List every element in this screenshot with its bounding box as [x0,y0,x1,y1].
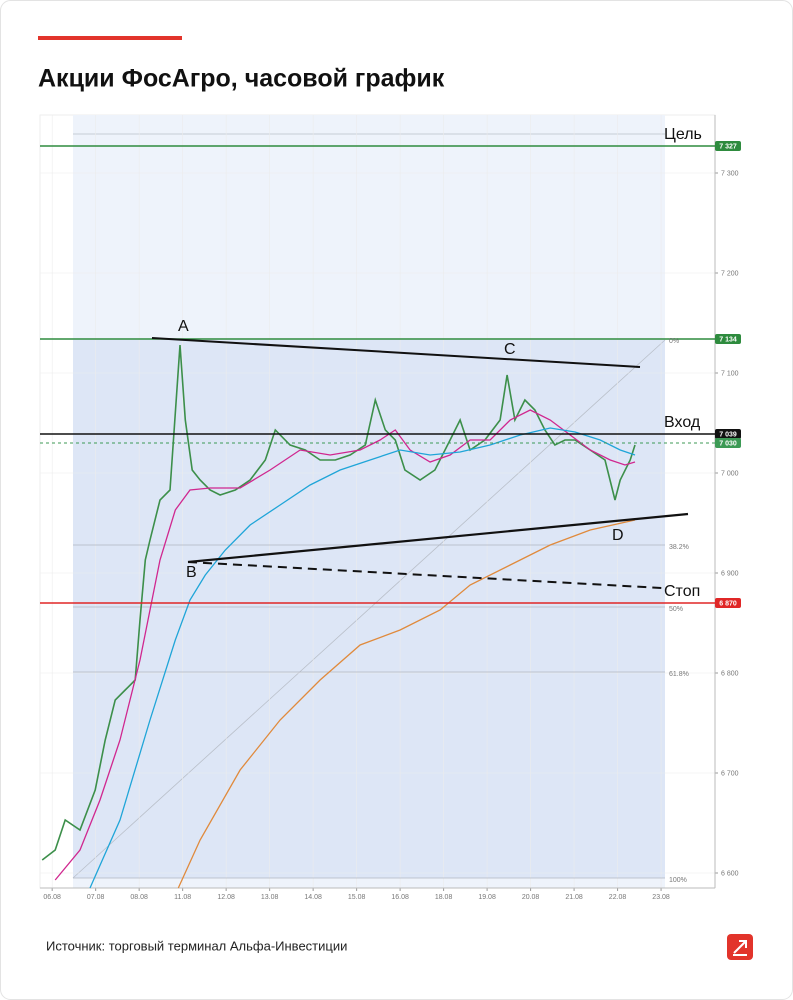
price-tag [715,334,741,344]
trend-line-dashed [187,561,663,589]
trend-line-top [151,337,641,368]
accent-bar [38,36,182,40]
moving-average [54,409,636,881]
y-tick-label: 6 900 [721,571,739,578]
fib-label: 0% [669,338,679,345]
point-label: C [504,341,516,358]
point-label: B [186,564,197,581]
title: Акции ФосАгро, часовой график [38,65,445,93]
x-tick-label: 11.08 [174,894,191,901]
x-tick-label: 15.08 [348,894,366,901]
x-tick-label: 12.08 [217,894,235,901]
x-tick-label: 16.08 [391,894,409,901]
fib-label: 38.2% [669,544,689,551]
y-tick-label: 6 800 [721,671,739,678]
x-tick-label: 20.08 [522,894,540,901]
price-tag-label: 7 030 [719,441,737,448]
logo-arrow [733,940,747,956]
grid: 6 600 6 700 6 800 6 900 7 000 7 100 7 200 7 300… [40,115,739,901]
x-tick-label: 07.08 [87,894,105,901]
price-tag-label: 7 327 [719,144,737,151]
x-tick-label: 22.08 [609,894,627,901]
fib-label: 50% [669,606,683,613]
price-tag-label: 7 039 [719,432,737,439]
y-tick-label: 7 300 [721,171,739,178]
price-tag-label: 6 870 [719,601,737,608]
y-tick-label: 6 700 [721,771,739,778]
price-tag [715,598,741,608]
y-tick-label: 6 600 [721,871,739,878]
price-tag [715,141,741,151]
y-tick-label: 7 100 [721,371,739,378]
point-label: D [612,527,624,544]
moving-average [177,519,636,889]
level-name: Стоп [664,583,700,600]
x-tick-label: 14.08 [304,894,322,901]
x-tick-label: 06.08 [43,894,61,901]
price-tag [715,429,741,439]
y-tick-label: 7 200 [721,271,739,278]
price-line [41,344,636,861]
level-name: Цель [664,126,702,143]
moving-average [89,427,636,889]
fib-label: 100% [669,877,687,884]
x-tick-label: 08.08 [130,894,148,901]
source: Источник: торговый терминал Альфа-Инвест… [46,938,347,953]
x-tick-label: 13.08 [261,894,279,901]
y-tick-label: 7 000 [721,471,739,478]
labels: 0% 38.2% 50% 61.8% 100% 7 327 Цель 7 134 7 039 Вх… [178,126,741,884]
fib-label: 61.8% [669,671,689,678]
x-tick-label: 19.08 [478,894,496,901]
fib-diagonal [72,339,666,879]
point-label: A [178,318,189,335]
x-tick-label: 23.08 [652,894,670,901]
level-name: Вход [664,414,701,431]
x-tick-label: 18.08 [435,894,453,901]
marks [40,145,715,889]
price-tag-label: 7 134 [719,337,737,344]
price-tag [715,438,741,448]
x-tick-label: 21.08 [565,894,583,901]
trend-line-bottom [187,512,689,564]
